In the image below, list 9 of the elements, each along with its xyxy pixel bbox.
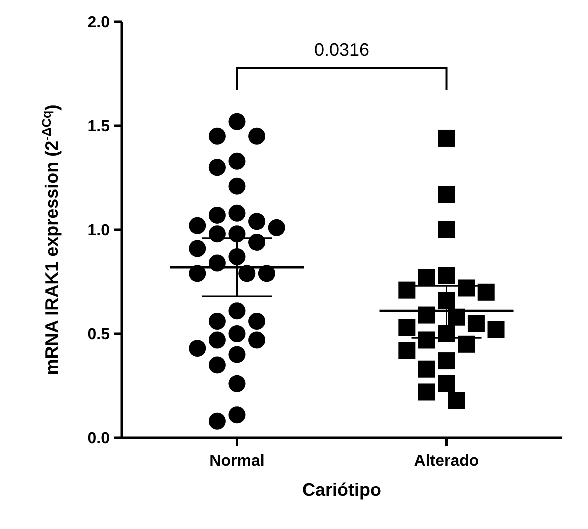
y-tick-label: 0.5: [88, 326, 110, 344]
y-tick-label: 1.0: [88, 222, 110, 240]
y-tick-label: 0.0: [88, 430, 110, 448]
y-tick-label: 2.0: [88, 14, 110, 32]
y-tick-label: 1.5: [88, 118, 110, 136]
annotation: 0.0316: [314, 40, 370, 60]
x-axis-title: Cariótipo: [302, 480, 382, 500]
x-tick-label: Alterado: [414, 453, 480, 470]
x-tick-label: Normal: [210, 453, 265, 470]
